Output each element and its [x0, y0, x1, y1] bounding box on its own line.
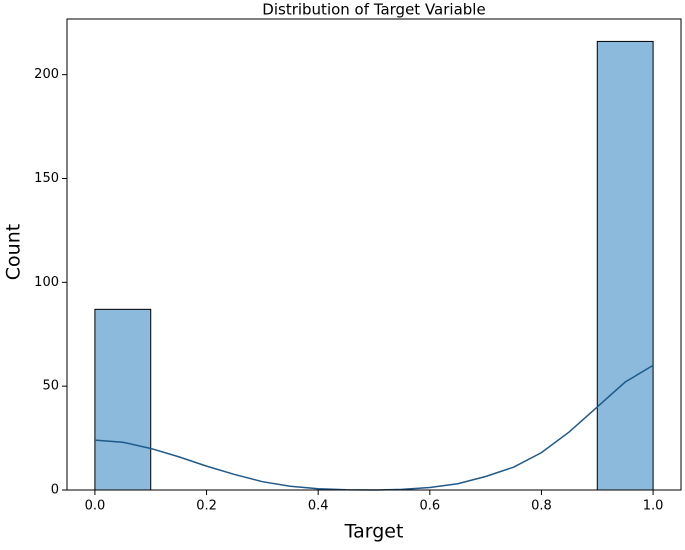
x-tick-label: 0.2: [196, 499, 217, 514]
axes-frame: [66, 18, 682, 491]
x-tick-label: 0.0: [85, 499, 106, 514]
y-axis-label: Count: [3, 224, 25, 280]
x-tick-label: 0.6: [419, 499, 440, 514]
chart-title: Distribution of Target Variable: [262, 1, 485, 19]
y-tick-label: 0: [51, 483, 59, 498]
kde-line: [94, 364, 654, 491]
x-tick-label: 0.8: [531, 499, 552, 514]
bar: [94, 308, 152, 491]
y-tick-label: 50: [42, 379, 59, 394]
x-tick-label: 0.4: [308, 499, 329, 514]
x-tick-label: 1.0: [643, 499, 664, 514]
y-tick-label: 150: [34, 171, 59, 186]
y-tick-label: 100: [34, 275, 59, 290]
bar: [596, 40, 654, 491]
x-axis-label: Target: [344, 521, 404, 543]
y-tick-label: 200: [34, 67, 59, 82]
